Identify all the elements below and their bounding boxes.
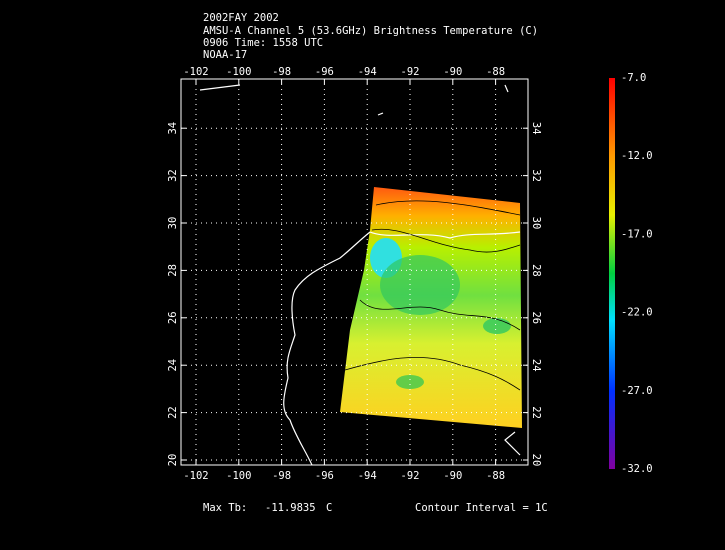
lon-label: -96	[315, 66, 334, 78]
title-line: 0906 Time: 1558 UTC	[203, 37, 323, 49]
lat-label: 28	[530, 264, 542, 277]
lat-label: 24	[530, 359, 542, 372]
map-area	[199, 84, 522, 465]
footer-label: Max Tb:	[203, 502, 247, 514]
lon-label: -98	[272, 470, 291, 482]
cold-area	[396, 375, 424, 389]
map-frame	[180, 78, 529, 466]
lon-label: -92	[401, 66, 420, 78]
contour	[344, 200, 521, 391]
lon-label: -92	[401, 470, 420, 482]
lon-label: -96	[315, 470, 334, 482]
lat-label: 22	[530, 406, 542, 419]
lat-label: 34	[530, 122, 542, 135]
footer-unit: C	[326, 502, 332, 514]
colorbar-label: -22.0	[621, 307, 653, 319]
lon-label: -102	[183, 470, 208, 482]
lat-label: 30	[530, 217, 542, 230]
lon-label: -100	[226, 66, 251, 78]
title-line: NOAA-17	[203, 49, 247, 61]
colorbar-label: -7.0	[621, 72, 646, 84]
colorbar-label: -32.0	[621, 463, 653, 475]
lon-label: -94	[358, 66, 377, 78]
lat-label: 26	[167, 311, 179, 324]
footer-value: -11.9835	[265, 502, 316, 514]
lon-label: -102	[183, 66, 208, 78]
lon-label: -98	[272, 66, 291, 78]
cold-area	[380, 255, 460, 315]
colorbar-label: -27.0	[621, 385, 653, 397]
footer-contour: Contour Interval = 1C	[415, 502, 548, 514]
lon-label: -94	[358, 470, 377, 482]
title-line: 2002FAY 2002	[203, 12, 279, 24]
coastline	[199, 84, 521, 465]
lat-label: 22	[167, 406, 179, 419]
colorbar-label: -12.0	[621, 150, 653, 162]
lat-label: 26	[530, 311, 542, 324]
lat-label: 32	[530, 169, 542, 182]
lon-label: -88	[486, 470, 505, 482]
colorbar	[609, 78, 615, 469]
lat-label: 32	[167, 169, 179, 182]
lon-label: -100	[226, 470, 251, 482]
lat-label: 34	[167, 122, 179, 135]
lat-label: 30	[167, 217, 179, 230]
title-line: AMSU-A Channel 5 (53.6GHz) Brightness Te…	[203, 25, 538, 37]
lat-label: 20	[167, 454, 179, 467]
lon-label: -90	[443, 66, 462, 78]
colorbar-label: -17.0	[621, 228, 653, 240]
lat-label: 24	[167, 359, 179, 372]
cold-area	[483, 318, 511, 334]
lat-label: 28	[167, 264, 179, 277]
lon-label: -90	[443, 470, 462, 482]
lat-label: 20	[530, 454, 542, 467]
lon-label: -88	[486, 66, 505, 78]
